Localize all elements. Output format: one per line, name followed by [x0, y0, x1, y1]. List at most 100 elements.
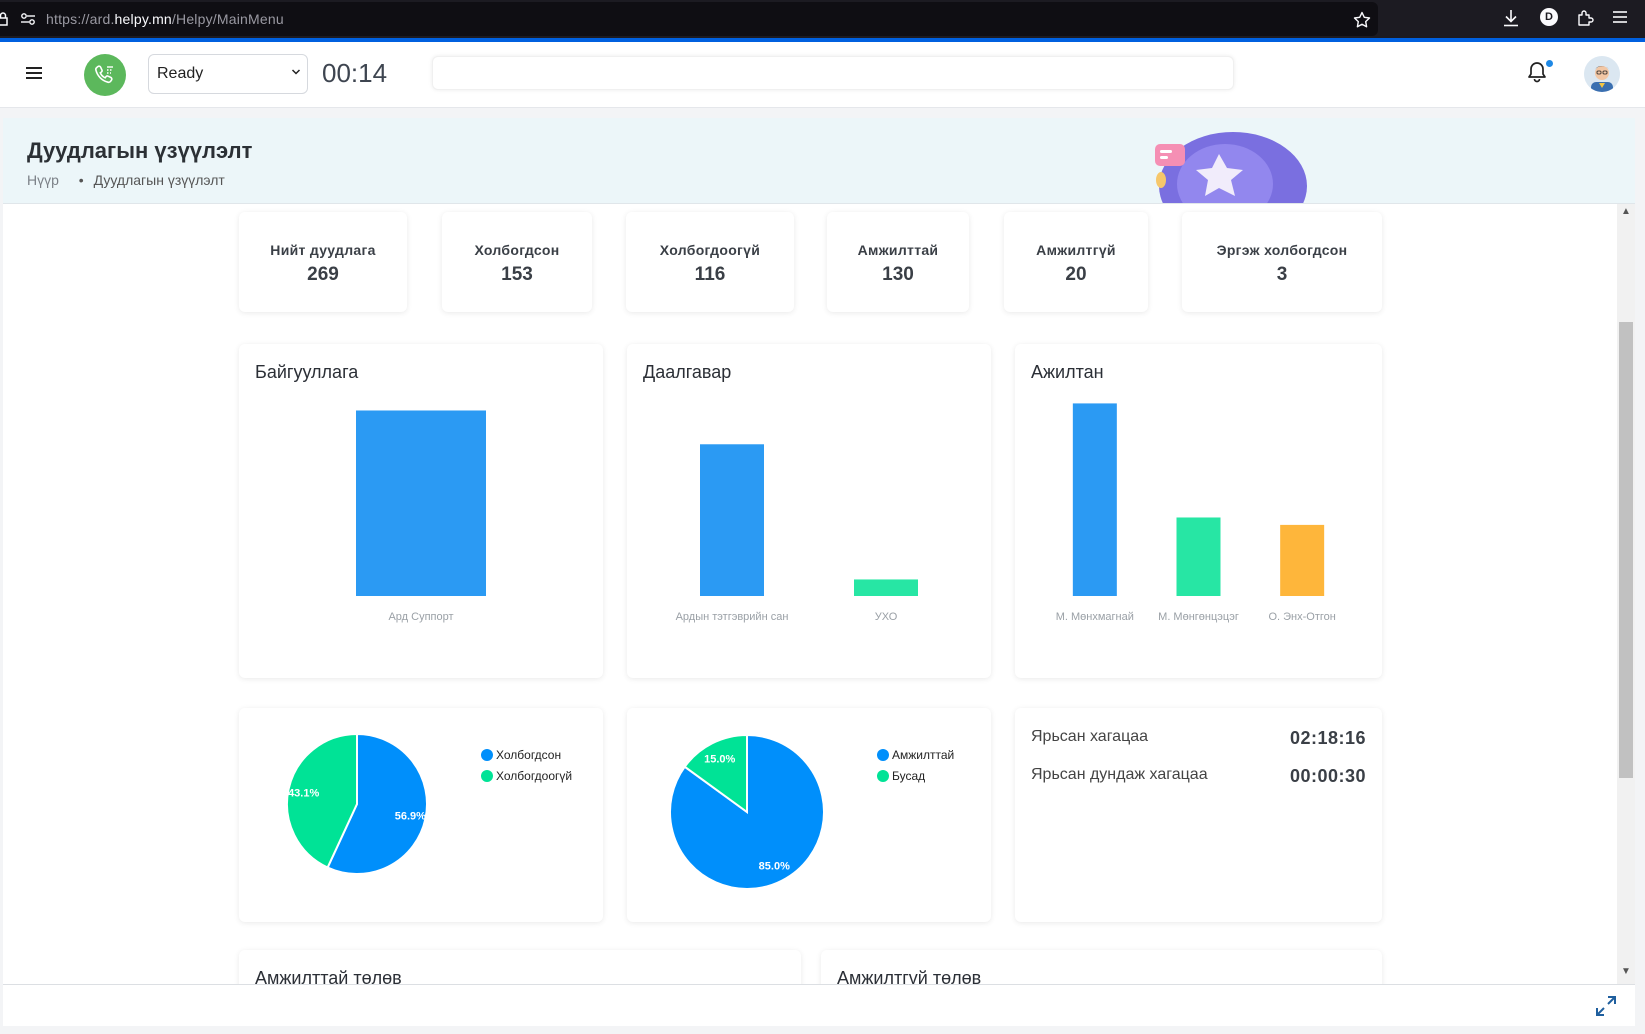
stat-label: Эргэж холбогдсон: [1216, 242, 1348, 258]
profile-avatar-icon[interactable]: D: [1540, 8, 1558, 26]
app-header: Ready 00:14: [0, 42, 1645, 108]
bar[interactable]: [854, 579, 918, 596]
legend-label: Бусад: [892, 768, 926, 783]
extensions-icon[interactable]: [1576, 9, 1594, 32]
legend-marker: [877, 769, 889, 782]
dashboard-content: Нийт дуудлага 269 Холбогдсон 153 Холбогд…: [3, 204, 1617, 984]
x-tick-label: Ардын тэтгэврийн сан: [676, 611, 789, 623]
search-input[interactable]: [432, 56, 1234, 90]
talk-duration-card: Ярьсан хагацаа 02:18:16 Ярьсан дундаж ха…: [1015, 708, 1382, 922]
breadcrumb-current: Дуудлагын үзүүлэлт: [93, 172, 225, 188]
pie-legend: Амжилттай Бусад: [877, 744, 954, 786]
slice-value-label: 43.1%: [288, 787, 319, 799]
user-avatar[interactable]: [1584, 56, 1620, 92]
x-tick-label: О. Энх-Отгон: [1268, 611, 1335, 623]
content-scrollbar[interactable]: ▲ ▼: [1617, 204, 1635, 984]
breadcrumb: Нүүр • Дуудлагын үзүүлэлт: [27, 172, 225, 188]
stat-label: Нийт дуудлага: [270, 242, 376, 258]
download-icon[interactable]: [1503, 9, 1519, 32]
stat-label: Холбогдоогүй: [659, 242, 761, 258]
card-title: Даалгавар: [643, 362, 732, 382]
phone-call-button[interactable]: [84, 54, 126, 96]
bookmark-star-icon[interactable]: [1353, 11, 1371, 34]
address-bar[interactable]: https://ard.helpy.mn/Helpy/MainMenu: [0, 2, 1378, 36]
legend-item[interactable]: Холбогдоогүй: [481, 765, 572, 786]
url-text: https://ard.helpy.mn/Helpy/MainMenu: [46, 11, 284, 27]
employee-bar-chart: М. Мөнхмагнай М. Мөнгөнцэцэг О. Энх-Отгон: [1056, 403, 1336, 623]
notification-bell-icon[interactable]: [1526, 60, 1548, 84]
average-duration-value: 00:00:30: [1289, 766, 1366, 786]
organization-chart-card: Байгууллага Ард Суппорт: [239, 344, 603, 678]
site-permissions-icon[interactable]: [20, 11, 36, 32]
legend-label: Холбогдоогүй: [496, 768, 573, 783]
x-tick-label: УХО: [875, 611, 898, 623]
task-bar-chart: Ардын тэтгэврийн сан УХО: [676, 444, 918, 623]
scroll-up-arrow-icon[interactable]: ▲: [1621, 206, 1631, 217]
scroll-down-arrow-icon[interactable]: ▼: [1621, 966, 1631, 977]
total-duration-label: Ярьсан хагацаа: [1031, 728, 1149, 745]
legend-label: Холбогдсон: [496, 747, 562, 762]
stat-label: Холбогдсон: [474, 242, 560, 258]
card-title: Ажилтан: [1031, 362, 1104, 382]
total-duration-value: 02:18:16: [1289, 728, 1366, 748]
pie-slice[interactable]: [286, 732, 358, 869]
stat-value: 116: [694, 264, 726, 285]
chevron-down-icon: [291, 65, 301, 80]
fullscreen-expand-icon[interactable]: [1595, 995, 1617, 1017]
connection-pie-chart: 56.9% 43.1%: [286, 732, 428, 875]
agent-status-select[interactable]: Ready: [148, 54, 308, 94]
success-status-card: Амжилттай төлөв: [239, 950, 801, 984]
slice-value-label: 15.0%: [704, 753, 735, 765]
browser-menu-icon[interactable]: [1612, 9, 1628, 30]
connection-pie-card: 56.9% 43.1% Холбогдсон Холбогдоогүй: [239, 708, 603, 922]
bar[interactable]: [1280, 524, 1325, 596]
fail-status-card: Амжилтгүй төлөв: [821, 950, 1382, 984]
bar[interactable]: [356, 410, 486, 596]
footer-bar: [3, 984, 1635, 1026]
legend-item[interactable]: Бусад: [877, 765, 954, 786]
stat-value: 130: [882, 264, 914, 285]
slice-value-label: 85.0%: [759, 861, 790, 873]
bar[interactable]: [1176, 517, 1221, 596]
pie-slice[interactable]: [683, 733, 748, 814]
banner-illustration: [1155, 132, 1307, 203]
legend-item[interactable]: Холбогдсон: [481, 744, 572, 765]
stat-value: 153: [501, 264, 533, 285]
stat-card-total-calls: Нийт дуудлага 269: [239, 212, 407, 312]
breadcrumb-home-link[interactable]: Нүүр: [27, 172, 59, 188]
stat-label: Амжилтгүй: [1036, 242, 1116, 258]
page-title: Дуудлагын үзүүлэлт: [27, 138, 253, 163]
status-value: Ready: [157, 65, 204, 82]
pie-slice[interactable]: [326, 732, 428, 875]
legend-marker: [481, 769, 493, 782]
hamburger-menu-icon[interactable]: [26, 64, 48, 82]
success-pie-chart: 85.0% 15.0%: [669, 733, 825, 890]
breadcrumb-separator: •: [78, 172, 84, 188]
slice-value-label: 56.9%: [395, 811, 426, 823]
notification-badge: [1546, 60, 1553, 67]
legend-label: Амжилттай: [892, 747, 955, 762]
stat-label: Амжилттай: [857, 242, 939, 258]
lock-icon: [0, 11, 8, 32]
x-tick-label: Ард Суппорт: [388, 611, 453, 623]
legend-marker: [481, 748, 493, 761]
stat-card-callback: Эргэж холбогдсон 3: [1182, 212, 1382, 312]
stat-value: 269: [307, 264, 339, 285]
average-duration-label: Ярьсан дундаж хагацаа: [1031, 766, 1208, 783]
call-timer: 00:14: [322, 58, 388, 88]
bar[interactable]: [700, 444, 764, 596]
legend-marker: [877, 748, 889, 761]
stat-value: 20: [1065, 264, 1087, 285]
legend-item[interactable]: Амжилттай: [877, 744, 954, 765]
employee-chart-card: Ажилтан М. Мөнхмагнай М. Мөнгөнцэцэг О. Эн…: [1015, 344, 1382, 678]
stat-card-connected: Холбогдсон 153: [442, 212, 592, 312]
stat-card-successful: Амжилттай 130: [827, 212, 969, 312]
stat-value: 3: [1276, 264, 1288, 285]
bar[interactable]: [1072, 403, 1117, 596]
scrollbar-thumb[interactable]: [1619, 322, 1633, 778]
card-title: Байгууллага: [255, 362, 359, 382]
browser-toolbar: https://ard.helpy.mn/Helpy/MainMenu D: [0, 0, 1645, 38]
pie-legend: Холбогдсон Холбогдоогүй: [481, 744, 572, 786]
page-load-indicator: [0, 38, 1645, 42]
page-title-banner: Дуудлагын үзүүлэлт Нүүр • Дуудлагын үзүү…: [3, 118, 1635, 204]
